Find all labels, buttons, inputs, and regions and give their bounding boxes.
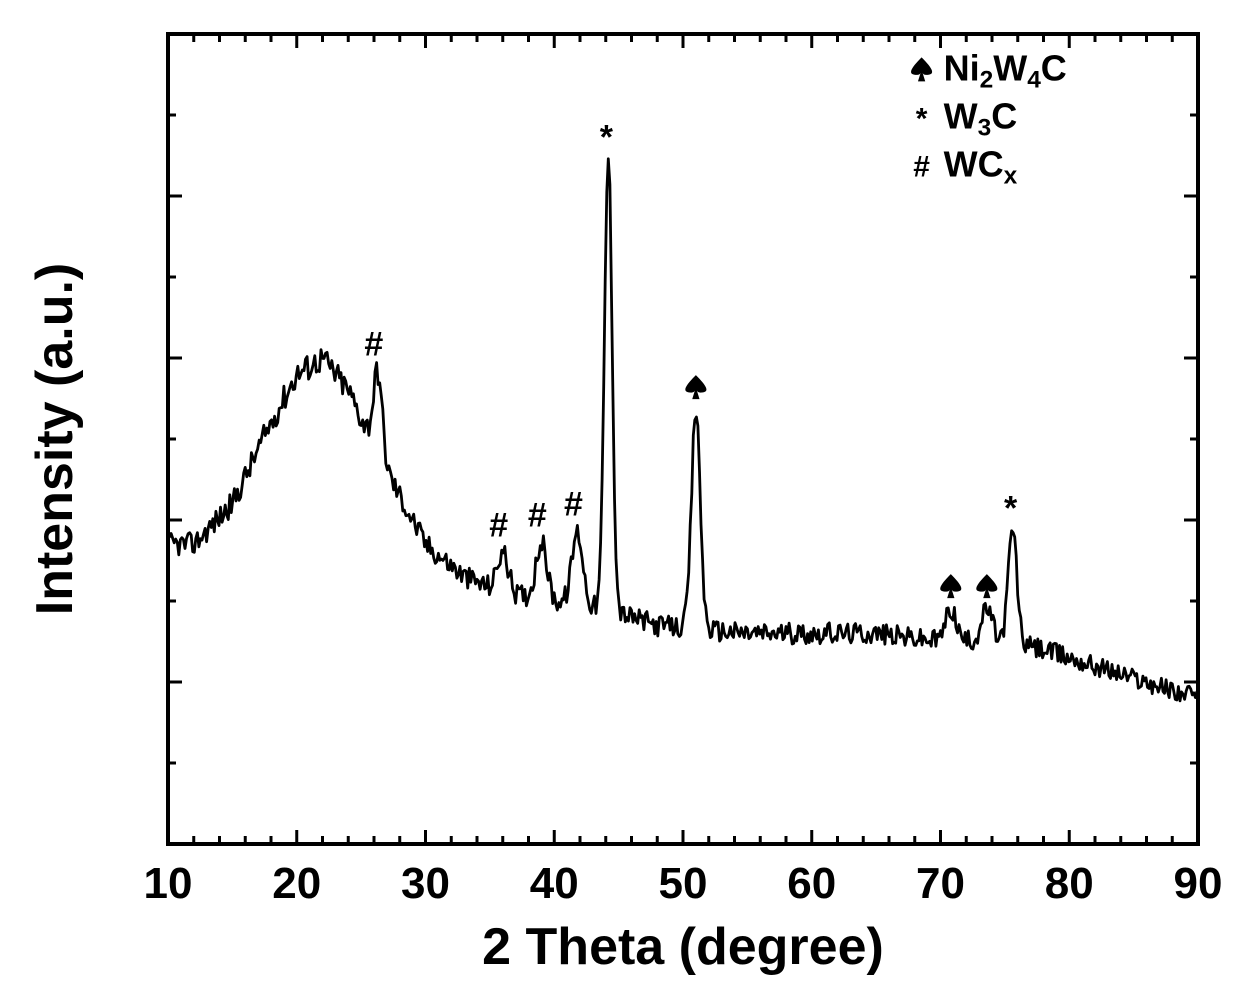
peak-marker: # xyxy=(489,506,508,544)
chart-svg: 10 20 30 40 50 60 70 80 90 2 Theta (degree) Intens… xyxy=(0,0,1240,990)
x-tick-label: 90 xyxy=(1174,859,1223,908)
x-tick-label: 60 xyxy=(787,859,836,908)
x-tick-label: 50 xyxy=(659,859,708,908)
peak-marker: # xyxy=(364,326,383,364)
x-tick-label: 80 xyxy=(1045,859,1094,908)
y-axis-title: Intensity (a.u.) xyxy=(26,263,84,615)
peak-marker: * xyxy=(600,118,614,156)
peak-marker: # xyxy=(564,486,583,524)
legend-symbol: * xyxy=(916,102,928,135)
x-tick-label: 10 xyxy=(144,859,193,908)
legend-symbol: # xyxy=(913,150,930,183)
peak-marker: # xyxy=(528,496,547,534)
legend-label: Ni2W4C xyxy=(944,47,1067,93)
x-tick-label: 30 xyxy=(401,859,450,908)
peak-marker: * xyxy=(1004,490,1018,528)
x-tick-label: 70 xyxy=(916,859,965,908)
xrd-chart: 10 20 30 40 50 60 70 80 90 2 Theta (degree) Intens… xyxy=(0,0,1240,990)
x-tick-label: 20 xyxy=(272,859,321,908)
x-tick-label: 40 xyxy=(530,859,579,908)
x-axis-title: 2 Theta (degree) xyxy=(482,918,884,976)
